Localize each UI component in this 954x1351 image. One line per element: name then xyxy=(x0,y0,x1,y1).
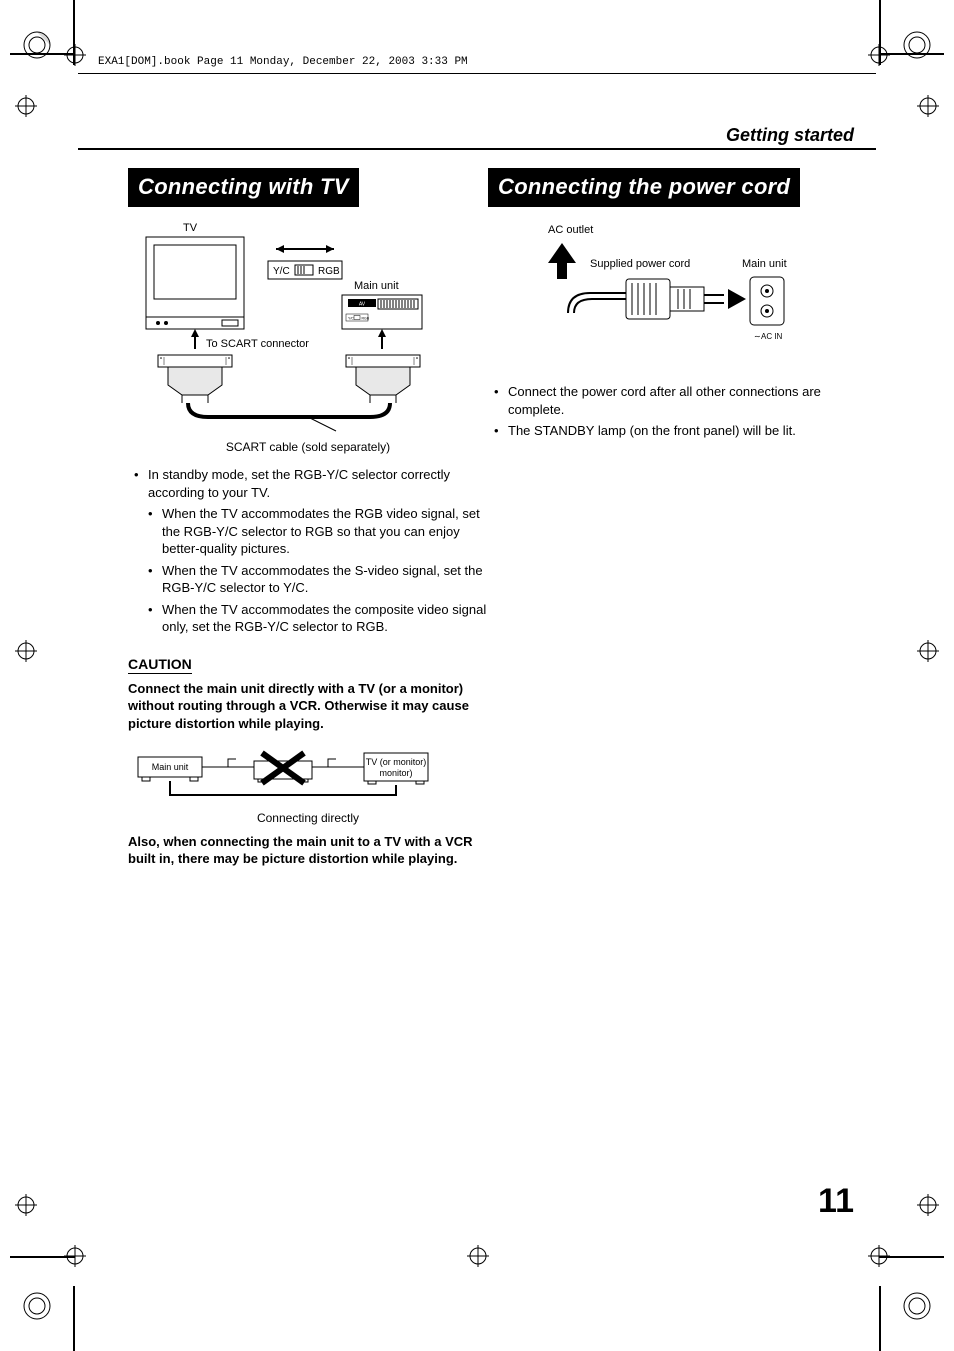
crop-line xyxy=(73,1286,75,1351)
svg-text:Y/C: Y/C xyxy=(273,266,290,277)
crop-line xyxy=(879,1286,881,1351)
left-column: Connecting with TV TV Y/C RGB xyxy=(128,168,488,868)
crop-line xyxy=(10,53,75,55)
body-text: Connect the power cord after all other c… xyxy=(488,383,848,440)
crop-line xyxy=(879,53,944,55)
svg-text:AV: AV xyxy=(359,302,366,308)
svg-text:RGB: RGB xyxy=(362,317,370,321)
right-column: Connecting the power cord AC outlet Supp… xyxy=(488,168,848,444)
figure-caption: SCART cable (sold separately) xyxy=(128,440,488,454)
registration-mark-icon xyxy=(467,1245,489,1267)
svg-text:TV (or monitor): TV (or monitor) xyxy=(366,757,427,767)
registration-mark-icon xyxy=(917,95,939,117)
svg-text:Supplied power cord: Supplied power cord xyxy=(590,258,690,270)
caution-heading: CAUTION xyxy=(128,656,192,674)
svg-text:AC IN: AC IN xyxy=(761,332,783,341)
list-item: Connect the power cord after all other c… xyxy=(494,383,848,418)
body-text: In standby mode, set the RGB-Y/C selecto… xyxy=(128,466,488,636)
registration-mark-icon xyxy=(15,640,37,662)
svg-text:monitor): monitor) xyxy=(379,768,412,778)
caution-body: Connect the main unit directly with a TV… xyxy=(128,680,488,733)
page-header-metadata: EXA1[DOM].book Page 11 Monday, December … xyxy=(98,57,468,68)
svg-text:To SCART connector: To SCART connector xyxy=(206,338,309,350)
figure-caption: Connecting directly xyxy=(128,811,488,825)
heading-banner: Connecting the power cord xyxy=(488,168,800,207)
caution-body: Also, when connecting the main unit to a… xyxy=(128,833,488,868)
figure-direct-connection: Main unit TV (or monitor) monitor) xyxy=(128,747,488,825)
svg-text:Y/C: Y/C xyxy=(348,317,354,321)
section-title: Getting started xyxy=(726,125,854,146)
registration-mark-icon xyxy=(917,640,939,662)
rule xyxy=(78,73,876,74)
svg-text:∼: ∼ xyxy=(754,332,761,341)
svg-text:Main unit: Main unit xyxy=(354,280,399,292)
registration-mark-icon xyxy=(15,95,37,117)
binder-ring-icon xyxy=(22,30,52,60)
list-item: When the TV accommodates the RGB video s… xyxy=(148,505,488,558)
figure-tv-connection: TV Y/C RGB Main unit xyxy=(128,221,488,454)
page: EXA1[DOM].book Page 11 Monday, December … xyxy=(0,0,954,1351)
registration-mark-icon xyxy=(64,44,86,66)
registration-mark-icon xyxy=(15,1194,37,1216)
crop-line xyxy=(879,0,881,65)
figure-power-cord: AC outlet Supplied power cord Main unit xyxy=(518,221,848,371)
registration-mark-icon xyxy=(917,1194,939,1216)
list-item: The STANDBY lamp (on the front panel) wi… xyxy=(494,422,848,440)
svg-text:Main unit: Main unit xyxy=(742,258,787,270)
fig-label: TV xyxy=(183,222,198,234)
binder-ring-icon xyxy=(902,30,932,60)
crop-line xyxy=(73,0,75,65)
page-number: 11 xyxy=(818,1182,854,1221)
list-item: When the TV accommodates the composite v… xyxy=(148,601,488,636)
crop-line xyxy=(879,1256,944,1258)
heading-banner: Connecting with TV xyxy=(128,168,359,207)
svg-text:RGB: RGB xyxy=(318,266,340,277)
binder-ring-icon xyxy=(22,1291,52,1321)
list-item: When the TV accommodates the S-video sig… xyxy=(148,562,488,597)
svg-text:Main unit: Main unit xyxy=(152,762,189,772)
crop-line xyxy=(10,1256,75,1258)
list-item: In standby mode, set the RGB-Y/C selecto… xyxy=(134,466,488,636)
svg-text:AC outlet: AC outlet xyxy=(548,224,593,236)
rule xyxy=(78,148,876,150)
binder-ring-icon xyxy=(902,1291,932,1321)
